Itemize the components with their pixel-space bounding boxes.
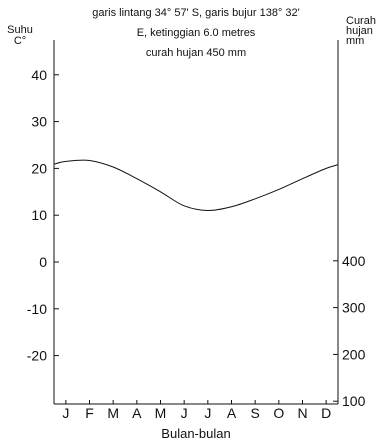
temperature-curve (53, 159, 339, 212)
temperature-axis-label-line: Suhu (7, 24, 33, 36)
month-label: A (132, 405, 142, 421)
month-label: S (250, 405, 259, 421)
temperature-tick-label: 30 (31, 114, 47, 130)
temperature-axis-label-line: C° (14, 35, 26, 47)
temperature-tick-label: -20 (27, 348, 47, 364)
rainfall-tick-label: 300 (342, 300, 366, 316)
temperature-tick-label: 20 (31, 160, 47, 176)
month-label: J (62, 405, 69, 421)
month-label: O (273, 405, 284, 421)
rainfall-axis-label-line: hujan (346, 25, 373, 37)
temperature-tick-label: 10 (31, 207, 47, 223)
title-line: garis lintang 34° 57' S, garis bujur 138… (92, 7, 299, 19)
month-label: A (227, 405, 237, 421)
temperature-tick-label: 0 (39, 254, 47, 270)
rainfall-axis-label-line: mm (346, 35, 364, 47)
month-label: D (321, 405, 331, 421)
month-label: M (107, 405, 119, 421)
rainfall-ticks: 400 300 200 100 (333, 253, 366, 409)
month-label: J (181, 405, 188, 421)
month-label: F (85, 405, 94, 421)
month-label: J (204, 405, 211, 421)
rainfall-axis-label-line: Curah (346, 15, 376, 27)
temperature-ticks: 40 30 20 10 0 -10 -20 (27, 67, 59, 364)
rainfall-tick-label: 400 (342, 253, 366, 269)
month-label: N (297, 405, 307, 421)
plot-frame (53, 40, 339, 405)
x-axis-label: Bulan-bulan (161, 426, 230, 441)
rainfall-tick-label: 100 (342, 393, 366, 409)
month-label: M (155, 405, 167, 421)
temperature-tick-label: 40 (31, 67, 47, 83)
title-line: curah hujan 450 mm (146, 47, 246, 59)
chart-title: garis lintang 34° 57' S, garis bujur 138… (92, 7, 299, 59)
temperature-tick-label: -10 (27, 301, 47, 317)
rainfall-tick-label: 200 (342, 346, 366, 362)
temperature-line (53, 159, 339, 212)
title-line: E, ketinggian 6.0 metres (137, 27, 256, 39)
